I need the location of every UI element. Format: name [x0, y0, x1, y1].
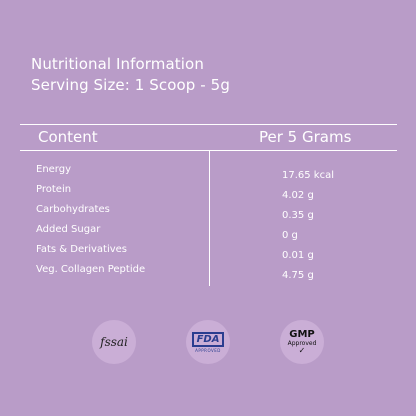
- table-header-rule: [20, 150, 397, 151]
- gmp-approved-text: Approved: [287, 339, 317, 347]
- row-added-sugar-value: 0 g: [282, 230, 298, 241]
- checkmark-icon: ✓: [298, 345, 306, 355]
- row-fats-value: 0.01 g: [282, 250, 314, 261]
- fssai-logo-text: fssai: [100, 335, 128, 349]
- table-column-divider: [209, 150, 210, 286]
- nutrition-table: Content Per 5 Grams Energy 17.65 kcal Pr…: [20, 124, 397, 286]
- column-header-content: Content: [38, 128, 98, 146]
- row-energy-value: 17.65 kcal: [282, 170, 335, 181]
- row-carbohydrates-label: Carbohydrates: [36, 204, 110, 215]
- fssai-logo: fssai: [92, 320, 136, 364]
- row-energy-label: Energy: [36, 164, 72, 175]
- row-fats-label: Fats & Derivatives: [36, 244, 128, 255]
- table-top-rule: [20, 124, 397, 125]
- fda-logo-text: FDA: [191, 331, 225, 347]
- fda-approved-text: APPROVED: [195, 347, 221, 353]
- serving-size: Serving Size: 1 Scoop - 5g: [31, 76, 230, 94]
- row-protein-value: 4.02 g: [282, 190, 314, 201]
- row-protein-label: Protein: [36, 184, 72, 195]
- row-carbohydrates-value: 0.35 g: [282, 210, 314, 221]
- column-header-per-5-grams: Per 5 Grams: [259, 128, 352, 146]
- row-added-sugar-label: Added Sugar: [36, 224, 101, 235]
- row-collagen-label: Veg. Collagen Peptide: [36, 264, 146, 275]
- gmp-approved-logo: GMP Approved ✓: [280, 320, 324, 364]
- fda-approved-logo: FDA APPROVED: [186, 320, 230, 364]
- nutrition-title: Nutritional Information: [31, 55, 204, 73]
- gmp-logo-text: GMP: [289, 328, 315, 340]
- row-collagen-value: 4.75 g: [282, 270, 314, 281]
